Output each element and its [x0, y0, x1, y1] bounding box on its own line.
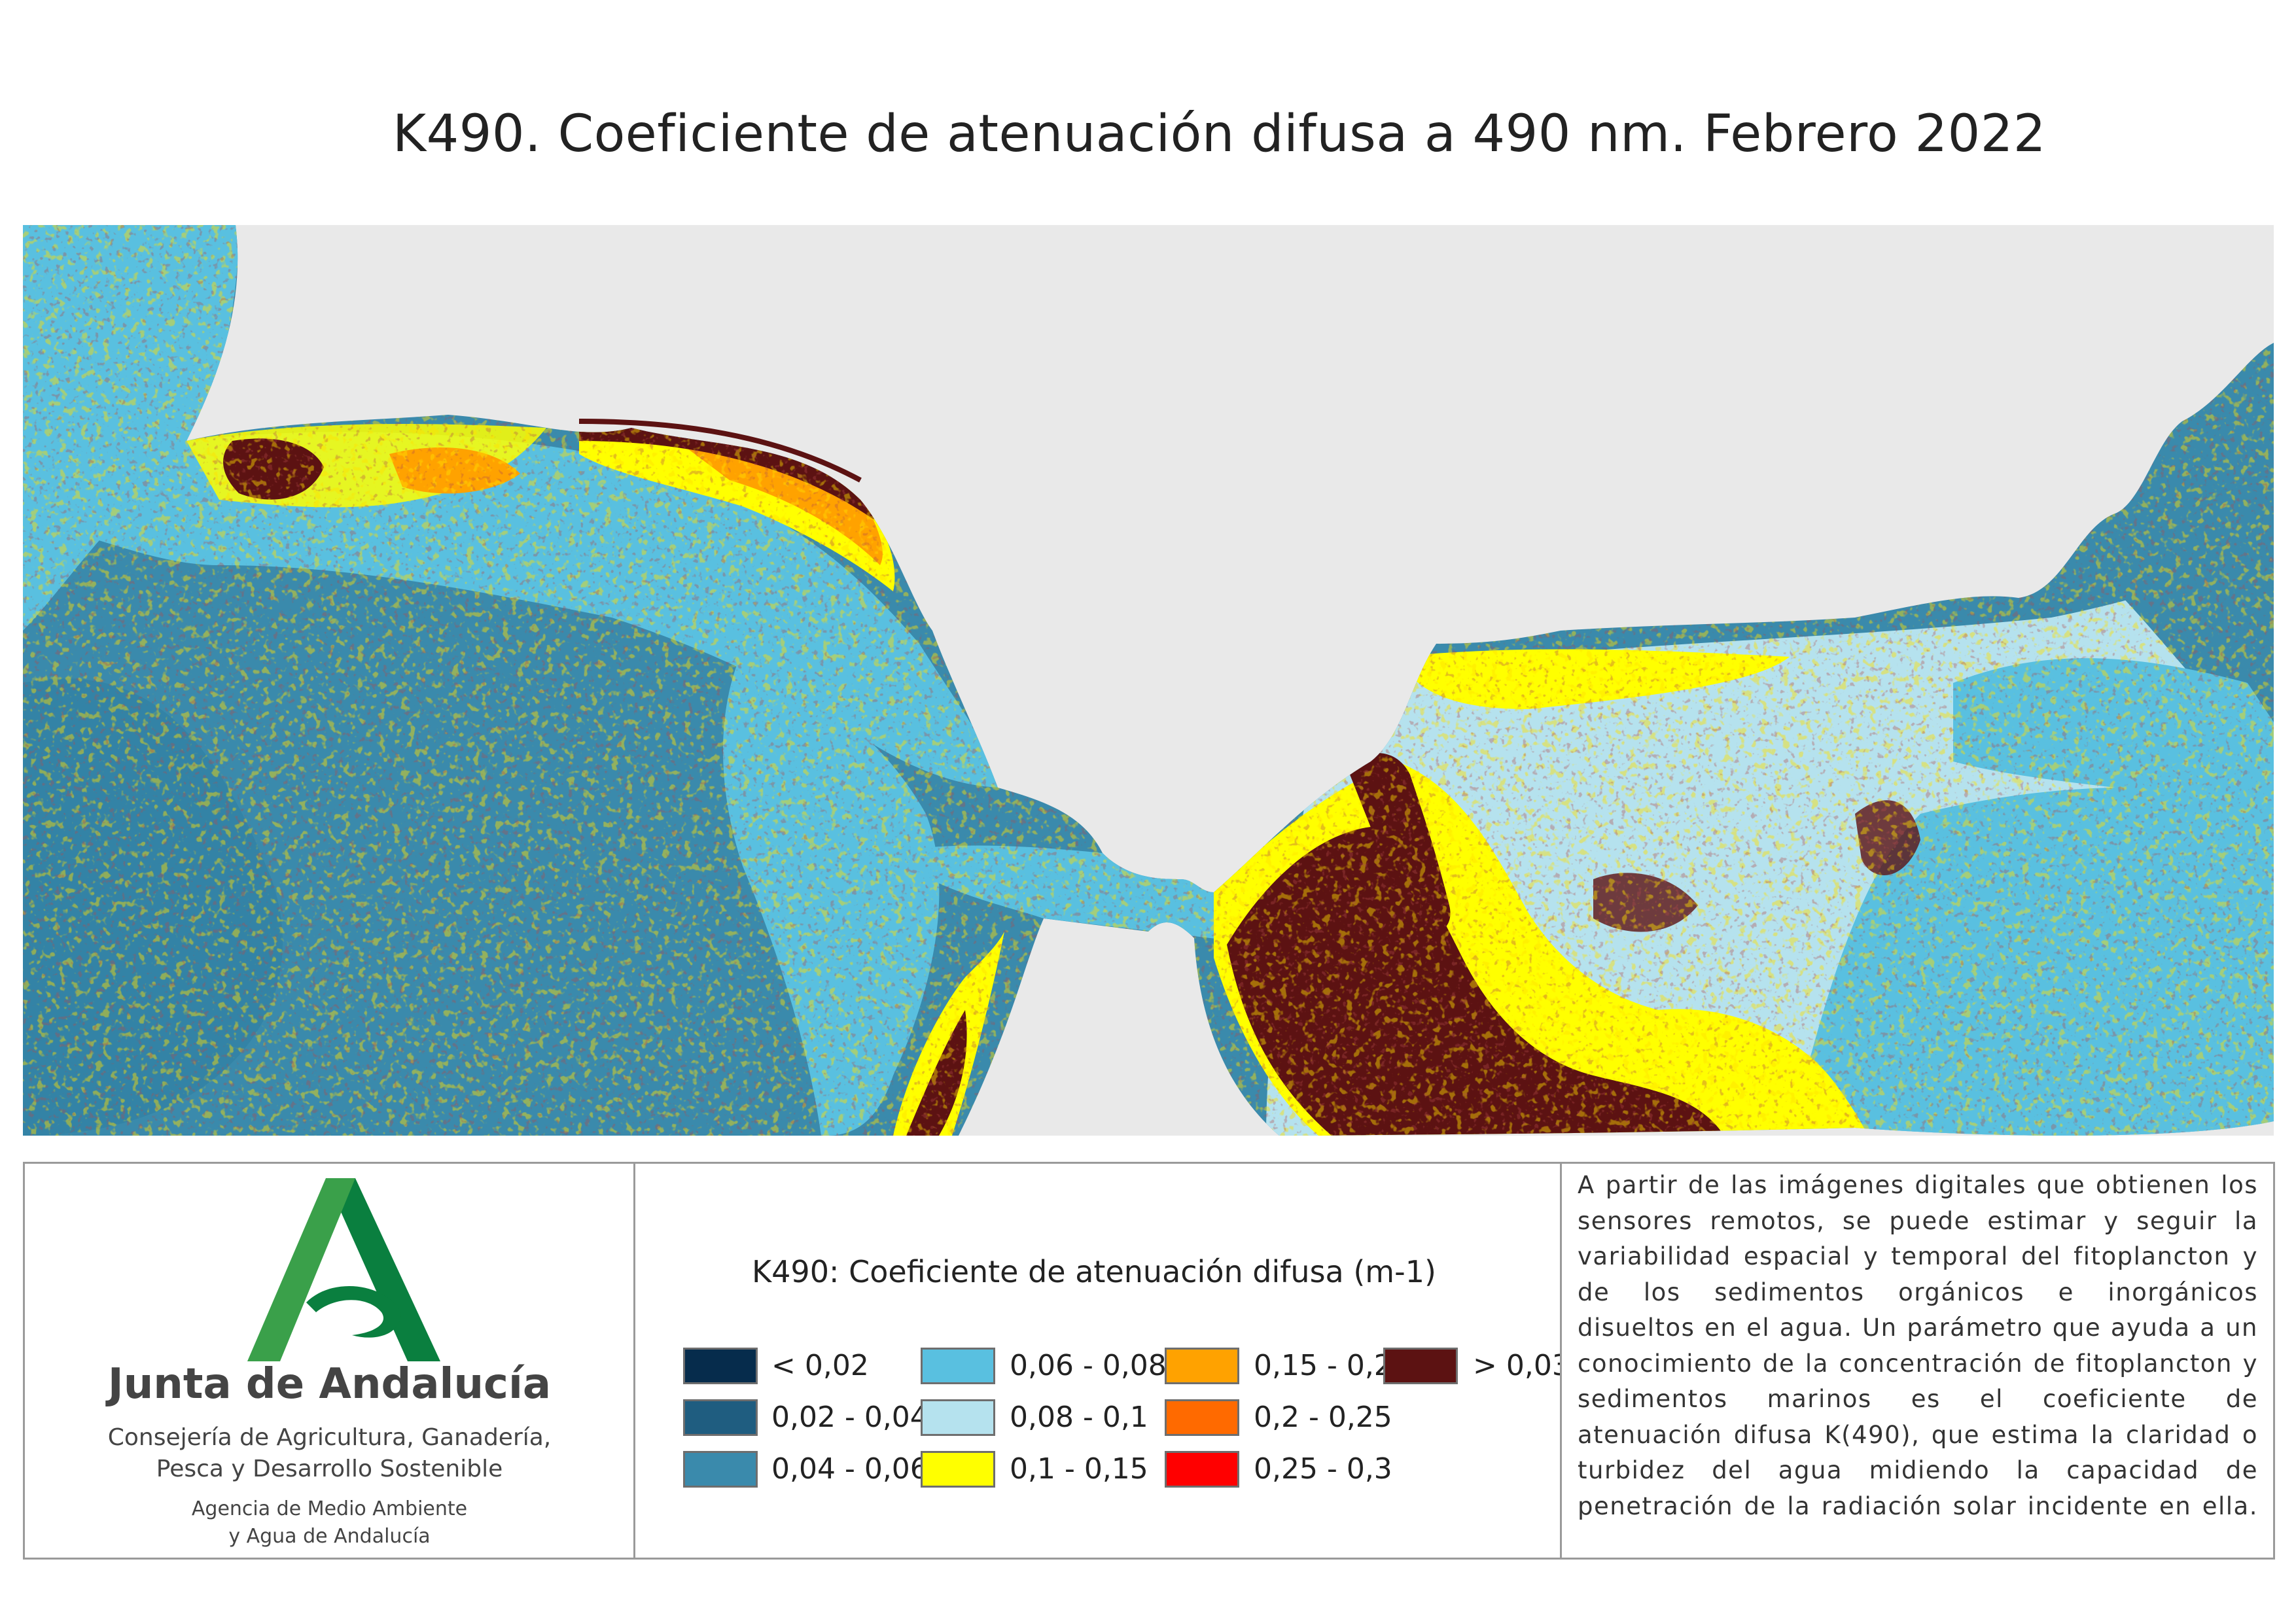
k490-map: [23, 225, 2274, 1136]
junta-andalucia-logo-icon: [247, 1178, 440, 1361]
legend-swatch-4: [921, 1348, 995, 1384]
description-panel: A partir de las imágenes digitales que o…: [1560, 1162, 2275, 1560]
legend-swatch-7: [1165, 1348, 1239, 1384]
legend-swatch-6: [921, 1451, 995, 1488]
legend-swatch-10: [1383, 1348, 1458, 1384]
agency-line-1: Agencia de Medio Ambiente: [191, 1497, 468, 1520]
legend-swatch-3: [683, 1451, 758, 1488]
legend-title: K490: Coeficiente de atenuación difusa (…: [752, 1254, 1436, 1289]
legend-swatch-5: [921, 1399, 995, 1436]
legend-label-7: 0,15 - 0,2: [1254, 1349, 1392, 1382]
legend-label-6: 0,1 - 0,15: [1010, 1452, 1148, 1486]
organization-name: Junta de Andalucía: [107, 1360, 552, 1408]
legend-label-9: 0,25 - 0,3: [1254, 1452, 1392, 1486]
legend-label-1: < 0,02: [771, 1349, 869, 1382]
legend-label-8: 0,2 - 0,25: [1254, 1401, 1392, 1434]
department-line-2: Pesca y Desarrollo Sostenible: [156, 1456, 503, 1482]
legend-swatch-2: [683, 1399, 758, 1436]
description-text: A partir de las imágenes digitales que o…: [1578, 1171, 2258, 1520]
legend-label-2: 0,02 - 0,04: [771, 1401, 928, 1434]
legend-label-5: 0,08 - 0,1: [1010, 1401, 1148, 1434]
legend-label-10: > 0,03: [1473, 1349, 1570, 1382]
organization-panel: Junta de Andalucía Consejería de Agricul…: [23, 1162, 636, 1560]
agency-line-2: y Agua de Andalucía: [228, 1525, 431, 1548]
legend-label-4: 0,06 - 0,08: [1010, 1349, 1167, 1382]
legend-swatch-8: [1165, 1399, 1239, 1436]
legend-swatch-9: [1165, 1451, 1239, 1488]
legend-swatch-1: [683, 1348, 758, 1384]
map-title: K490. Coeficiente de atenuación difusa a…: [393, 105, 2046, 164]
legend-label-3: 0,04 - 0,06: [771, 1452, 928, 1486]
legend-panel: K490: Coeficiente de atenuación difusa (…: [633, 1162, 1570, 1560]
department-line-1: Consejería de Agricultura, Ganadería,: [107, 1424, 552, 1451]
